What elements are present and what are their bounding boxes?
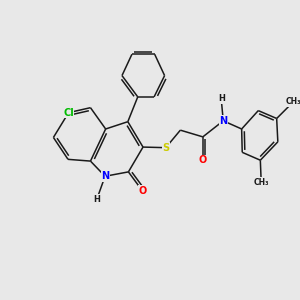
- Text: N: N: [101, 171, 109, 181]
- Text: CH₃: CH₃: [286, 97, 300, 106]
- Text: CH₃: CH₃: [254, 178, 269, 187]
- Text: O: O: [138, 186, 146, 196]
- Text: H: H: [218, 94, 225, 103]
- Text: H: H: [94, 194, 100, 203]
- Text: Cl: Cl: [63, 108, 74, 118]
- Text: S: S: [162, 143, 169, 153]
- Text: N: N: [219, 116, 227, 126]
- Text: O: O: [199, 155, 207, 165]
